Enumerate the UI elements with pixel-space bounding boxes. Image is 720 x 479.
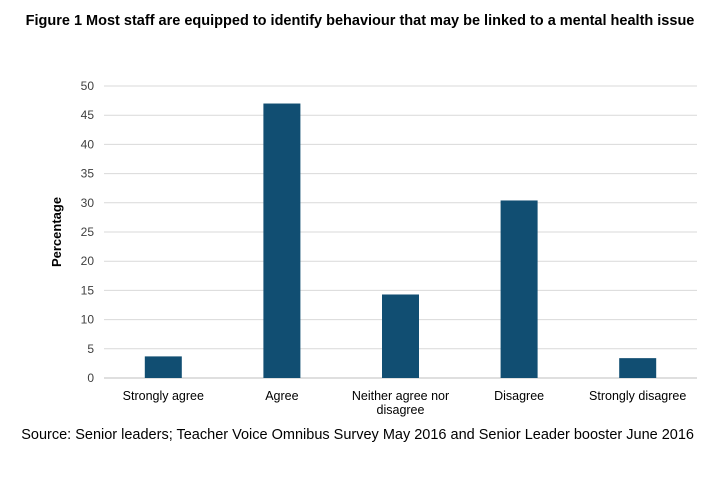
- y-tick-label: 10: [81, 313, 95, 327]
- source-note: Source: Senior leaders; Teacher Voice Om…: [21, 427, 694, 443]
- bar: [263, 103, 301, 379]
- bar-chart: 0 5 10 15 20 25 30 35 40 45 50 Strongly agree Agree…: [49, 79, 697, 417]
- y-tick-label: 45: [81, 108, 95, 122]
- x-category-label: Agree: [265, 389, 298, 403]
- y-tick-label: 20: [81, 254, 95, 268]
- x-category-label: Disagree: [494, 389, 544, 403]
- y-axis-label: Percentage: [49, 197, 64, 267]
- x-category-label: Strongly agree: [123, 389, 204, 403]
- x-axis-categories: Strongly agree Agree Neither agree nordisa…: [123, 389, 687, 417]
- bars: [144, 103, 657, 379]
- bar: [382, 294, 419, 378]
- chart-title: Figure 1 Most staff are equipped to iden…: [25, 13, 695, 29]
- y-tick-label: 40: [81, 137, 95, 151]
- y-tick-label: 0: [87, 371, 94, 385]
- x-category-label: Neither agree nor: [352, 389, 449, 403]
- y-tick-label: 50: [81, 79, 95, 93]
- x-category-label: Strongly disagree: [589, 389, 686, 403]
- y-tick-label: 35: [81, 167, 95, 181]
- bar: [619, 358, 657, 378]
- y-axis-ticks: 0 5 10 15 20 25 30 35 40 45 50: [81, 79, 95, 385]
- bar: [500, 200, 538, 378]
- y-tick-label: 5: [87, 342, 94, 356]
- x-category-label: disagree: [377, 403, 425, 417]
- y-tick-label: 30: [81, 196, 95, 210]
- y-tick-label: 15: [81, 283, 95, 297]
- bar: [144, 356, 182, 378]
- y-tick-label: 25: [81, 225, 95, 239]
